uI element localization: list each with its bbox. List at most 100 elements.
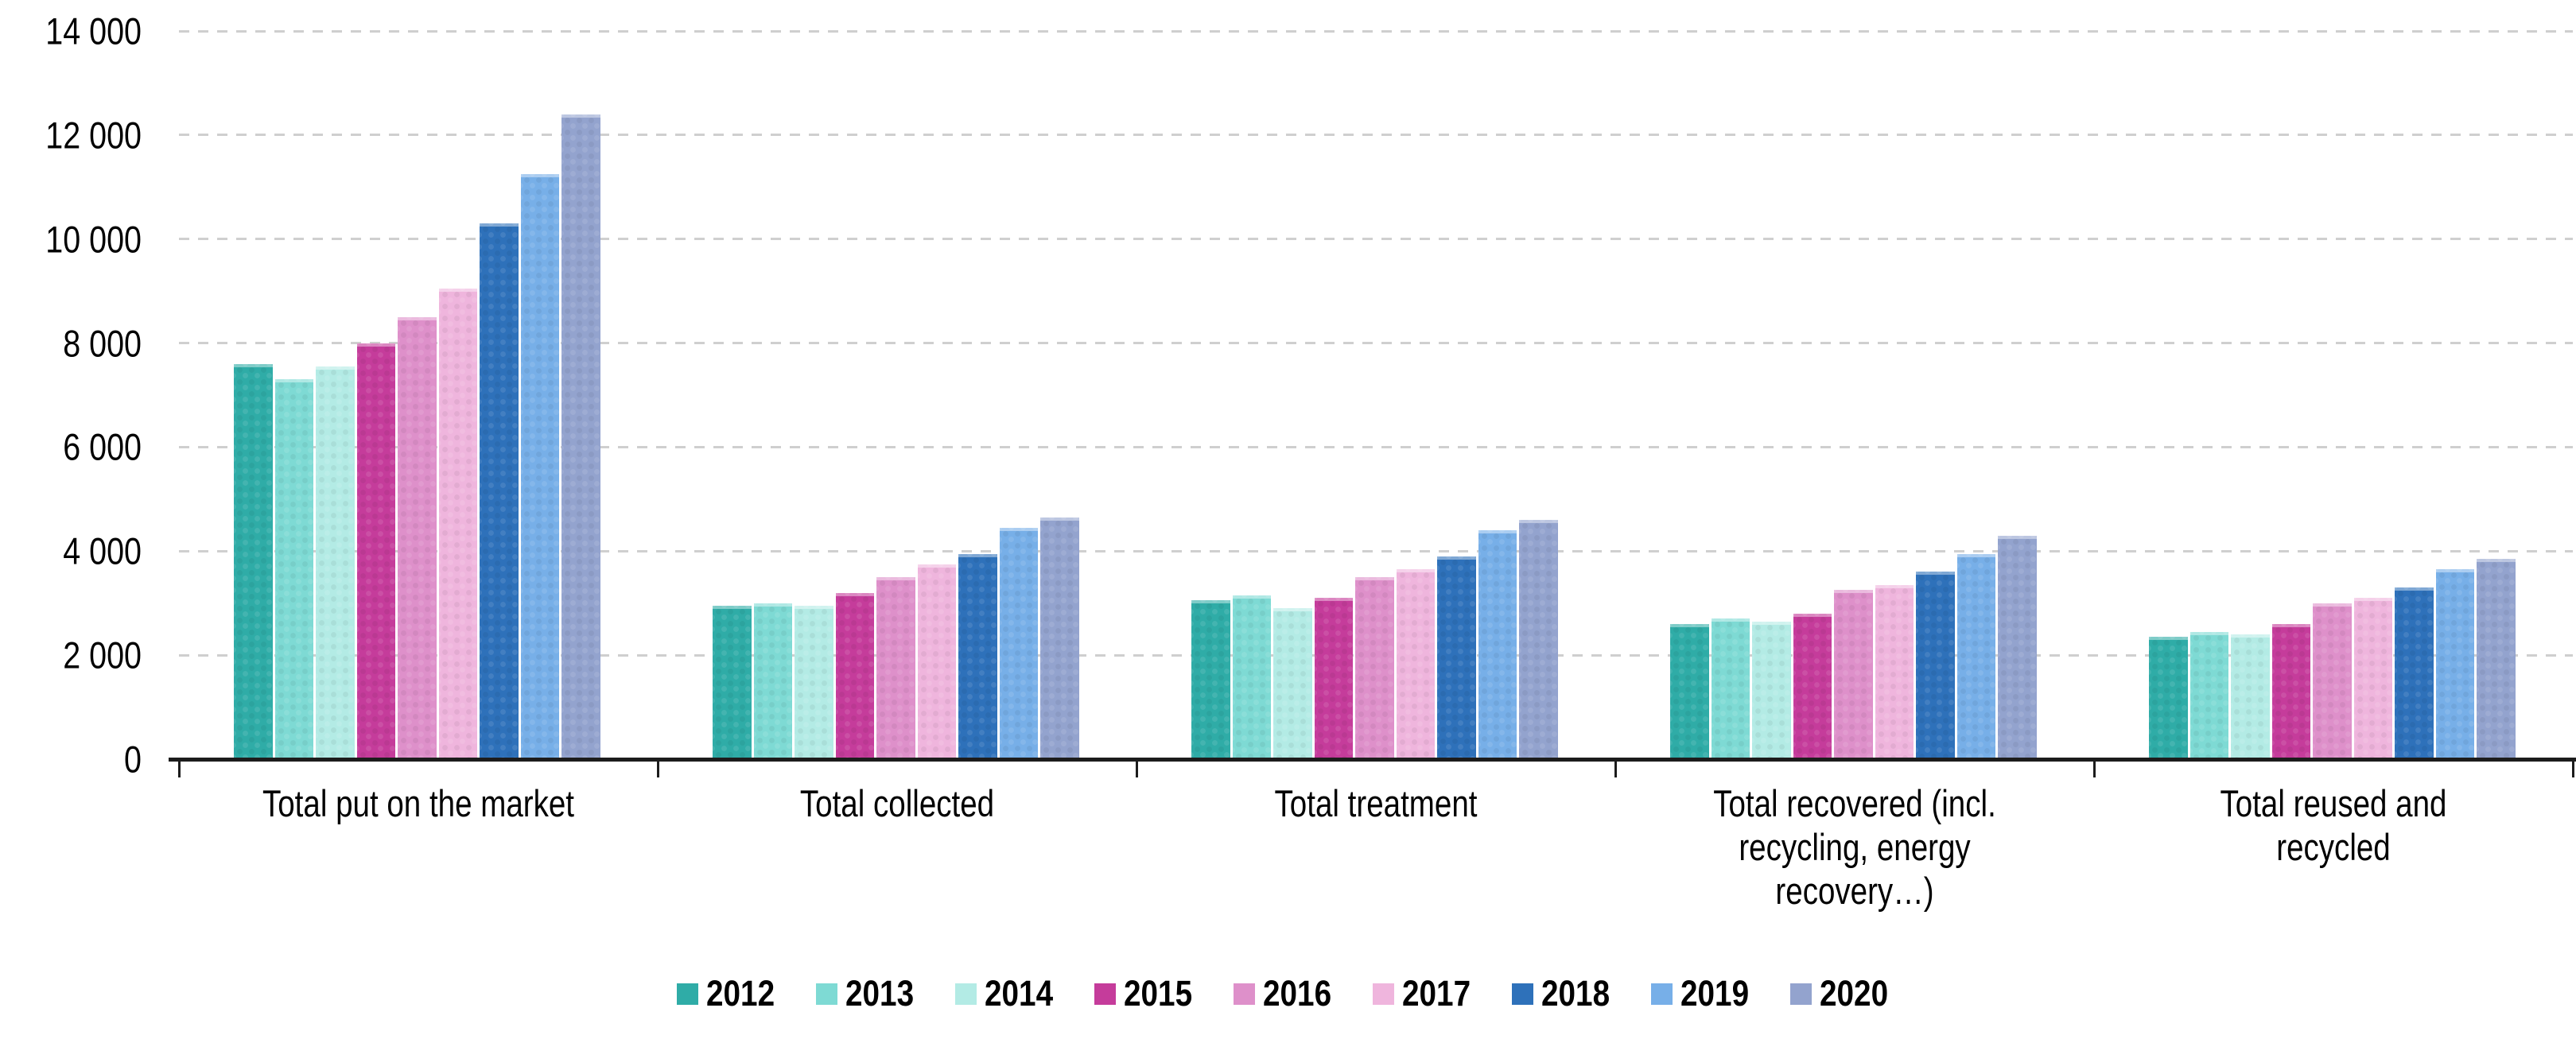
- bar-2014-category-2: [795, 606, 833, 759]
- x-axis-tick-4: [2093, 760, 2096, 777]
- bar-2012-category-2: [713, 606, 752, 759]
- legend-item-2018: 2018: [1512, 973, 1621, 1014]
- x-axis-labels: Total put on the market Total collected To…: [179, 782, 2573, 949]
- legend: 2012 2013 2014 2015 2016 2017 2018 2019 2020: [0, 973, 2576, 1014]
- bar-2018-category-4: [1916, 572, 1955, 759]
- bar-2019-category-2: [999, 527, 1039, 759]
- legend-label-2017: 2017: [1402, 973, 1471, 1014]
- bar-2020-category-3: [1519, 520, 1558, 759]
- bar-2013-category-2: [753, 603, 793, 759]
- bar-2018-category-1: [480, 223, 519, 759]
- bar-2019-category-5: [2435, 569, 2475, 759]
- legend-swatch-2018: [1512, 983, 1534, 1005]
- bar-2013-category-1: [274, 379, 314, 759]
- plot-area: [179, 29, 2573, 759]
- legend-label-2013: 2013: [845, 973, 914, 1014]
- gridline-10000: [179, 238, 2573, 241]
- y-axis-labels: 0 2 000 4 000 6 000 8 000 10 000 12 000 14 000: [0, 0, 142, 1039]
- x-axis-tick-1: [657, 760, 659, 777]
- bar-2014-category-5: [2231, 634, 2270, 759]
- legend-label-2012: 2012: [705, 973, 775, 1014]
- x-axis-tick-2: [1136, 760, 1138, 777]
- bar-2017-category-5: [2353, 598, 2393, 759]
- bar-2017-category-2: [917, 564, 957, 759]
- bar-2016-category-1: [398, 316, 437, 759]
- y-tick-label-2000: 2 000: [63, 634, 142, 677]
- bar-2012-category-3: [1191, 600, 1230, 759]
- bar-2012-category-5: [2149, 637, 2188, 759]
- legend-swatch-2012: [676, 983, 698, 1005]
- category-label-1: Total put on the market: [262, 782, 575, 824]
- legend-label-2020: 2020: [1820, 973, 1889, 1014]
- category-label-2: Total collected: [799, 782, 995, 824]
- y-tick-label-4000: 4 000: [63, 529, 142, 572]
- bar-2015-category-4: [1793, 613, 1832, 759]
- bar-2019-category-3: [1478, 530, 1517, 759]
- bar-2013-category-4: [1711, 618, 1750, 759]
- legend-swatch-2019: [1651, 983, 1673, 1005]
- x-axis-line: [169, 758, 2576, 762]
- bar-2017-category-1: [438, 288, 478, 759]
- bar-2018-category-5: [2395, 587, 2434, 759]
- bar-2020-category-5: [2477, 559, 2516, 759]
- y-tick-label-10000: 10 000: [45, 218, 142, 261]
- legend-item-2013: 2013: [815, 973, 925, 1014]
- y-tick-label-6000: 6 000: [63, 425, 142, 468]
- bar-2020-category-4: [1998, 535, 2037, 759]
- gridline-12000: [179, 134, 2573, 137]
- y-tick-label-0: 0: [124, 738, 142, 781]
- y-tick-label-12000: 12 000: [45, 114, 142, 157]
- legend-label-2018: 2018: [1541, 973, 1610, 1014]
- bar-2013-category-3: [1232, 595, 1272, 759]
- legend-label-2015: 2015: [1123, 973, 1192, 1014]
- bar-2015-category-2: [835, 592, 875, 759]
- category-label-3: Total treatment: [1274, 782, 1478, 824]
- bar-2015-category-1: [356, 343, 396, 759]
- legend-item-2019: 2019: [1651, 973, 1760, 1014]
- bar-2016-category-2: [876, 577, 915, 759]
- bar-2018-category-2: [958, 553, 997, 759]
- legend-item-2020: 2020: [1790, 973, 1899, 1014]
- bar-2013-category-5: [2189, 631, 2229, 759]
- x-axis-tick-3: [1614, 760, 1617, 777]
- legend-label-2014: 2014: [984, 973, 1053, 1014]
- bar-2016-category-3: [1355, 577, 1394, 759]
- legend-item-2012: 2012: [676, 973, 786, 1014]
- x-axis-tick-0: [178, 760, 181, 777]
- gridline-14000: [179, 29, 2573, 33]
- bar-2015-category-3: [1314, 598, 1354, 759]
- category-label-5: Total reused and recycled: [2220, 782, 2447, 868]
- bar-2020-category-1: [561, 114, 600, 759]
- legend-swatch-2020: [1790, 983, 1813, 1005]
- legend-item-2017: 2017: [1373, 973, 1482, 1014]
- legend-label-2016: 2016: [1262, 973, 1332, 1014]
- legend-swatch-2016: [1233, 983, 1255, 1005]
- bar-2012-category-1: [234, 363, 273, 759]
- bar-2014-category-1: [316, 366, 355, 759]
- gridline-6000: [179, 445, 2573, 448]
- legend-swatch-2014: [954, 983, 977, 1005]
- bar-2017-category-4: [1875, 584, 1914, 759]
- bar-2012-category-4: [1670, 623, 1709, 759]
- legend-item-2014: 2014: [954, 973, 1064, 1014]
- gridline-8000: [179, 342, 2573, 345]
- legend-label-2019: 2019: [1680, 973, 1750, 1014]
- legend-swatch-2015: [1094, 983, 1116, 1005]
- legend-swatch-2017: [1373, 983, 1395, 1005]
- bar-2020-category-2: [1040, 517, 1079, 759]
- bar-2019-category-1: [520, 173, 560, 759]
- legend-swatch-2013: [815, 983, 837, 1005]
- legend-item-2015: 2015: [1094, 973, 1203, 1014]
- bar-2017-category-3: [1396, 569, 1436, 759]
- bar-2014-category-3: [1273, 608, 1312, 759]
- category-label-4: Total recovered (incl. recycling, energy…: [1713, 782, 1996, 912]
- bar-2014-category-4: [1752, 621, 1791, 759]
- bar-2016-category-5: [2313, 603, 2352, 759]
- bar-2015-category-5: [2271, 623, 2311, 759]
- gridline-4000: [179, 549, 2573, 552]
- bar-2019-category-4: [1956, 553, 1996, 759]
- bar-2018-category-3: [1437, 556, 1476, 759]
- y-tick-label-14000: 14 000: [45, 10, 142, 52]
- x-axis-tick-5: [2572, 760, 2574, 777]
